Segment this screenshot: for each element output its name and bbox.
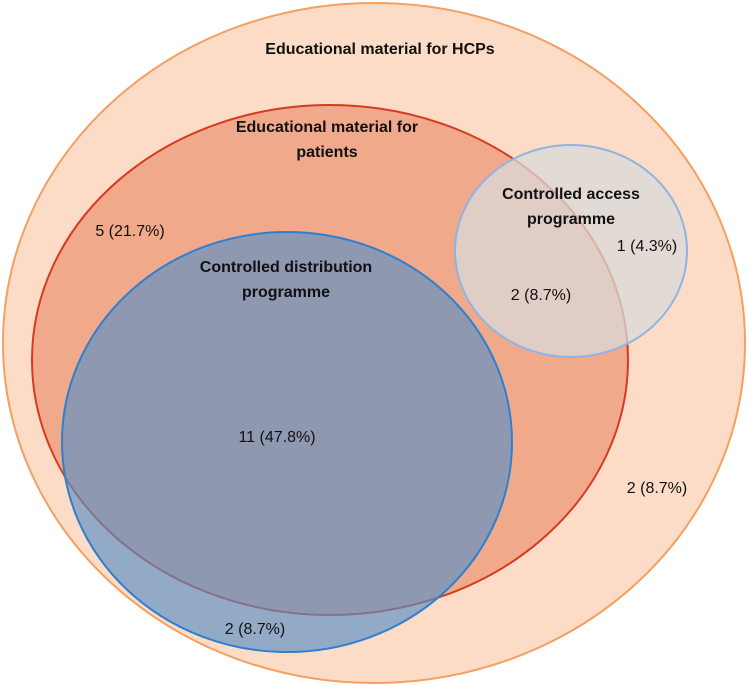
set-label: programme xyxy=(242,284,330,301)
region-count: 1 (4.3%) xyxy=(617,238,677,255)
set-label: Controlled distribution xyxy=(200,259,372,276)
region-count: 2 (8.7%) xyxy=(225,621,285,638)
region-count: 5 (21.7%) xyxy=(95,223,164,240)
access-set xyxy=(454,144,688,358)
region-count: 2 (8.7%) xyxy=(627,480,687,497)
set-label: Educational material for xyxy=(236,119,418,136)
set-label: patients xyxy=(296,144,357,161)
set-label: Educational material for HCPs xyxy=(265,41,494,58)
set-label: programme xyxy=(527,211,615,228)
set-label: Controlled access xyxy=(502,186,640,203)
distribution-set xyxy=(61,231,513,653)
region-count: 2 (8.7%) xyxy=(511,287,571,304)
labels: Educational material for HCPs Educational… xyxy=(95,41,687,638)
region-count: 11 (47.8%) xyxy=(238,429,315,446)
